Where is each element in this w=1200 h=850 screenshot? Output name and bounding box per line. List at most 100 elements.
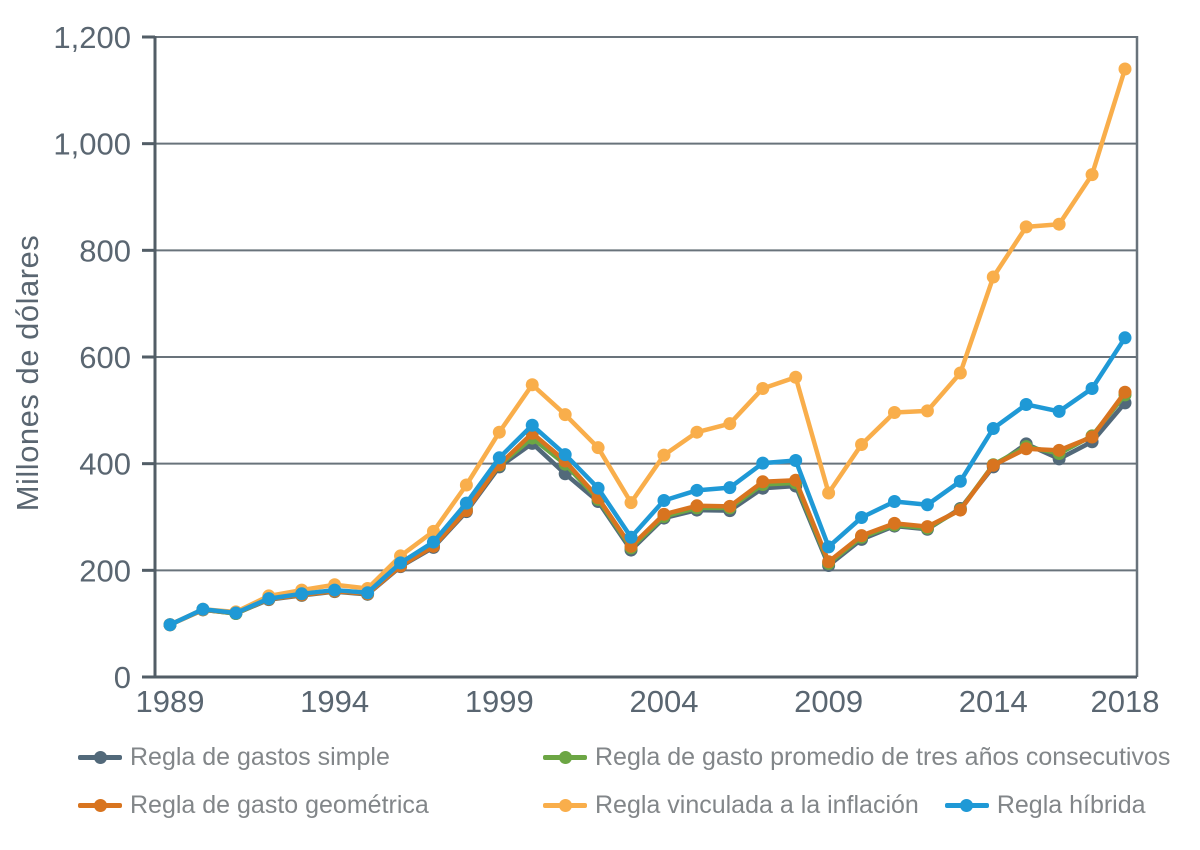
data-point-hibrida-1991 <box>229 606 243 620</box>
data-point-gasto-geometrica-2014 <box>986 458 1000 472</box>
data-point-vinculada-inflacion-2008 <box>789 370 803 384</box>
data-point-vinculada-inflacion-2010 <box>855 437 869 451</box>
legend-marker-icon <box>78 797 122 813</box>
y-tick-label-1200: 1,200 <box>53 20 131 55</box>
chart-legend: Regla de gastos simple Regla de gasto pr… <box>78 733 1188 829</box>
data-point-hibrida-1997 <box>426 535 440 549</box>
data-point-gasto-geometrica-2012 <box>920 520 934 534</box>
y-tick-label-800: 800 <box>79 233 131 268</box>
data-point-hibrida-2017 <box>1085 381 1099 395</box>
legend-label-hibrida: Regla híbrida <box>996 790 1146 819</box>
data-point-gasto-geometrica-2015 <box>1019 442 1033 456</box>
series-points-vinculada-inflacion <box>163 62 1132 632</box>
data-point-vinculada-inflacion-2006 <box>723 417 737 431</box>
series-line-vinculada-inflacion <box>167 66 1128 627</box>
x-tick-label-2009: 2009 <box>794 684 863 718</box>
legend-item-gasto-geometrica: Regla de gasto geométrica <box>78 791 543 820</box>
x-tick-label-2004: 2004 <box>629 684 698 718</box>
series-points-hibrida <box>163 331 1132 632</box>
legend-item-gastos-simple: Regla de gastos simple <box>78 743 543 772</box>
x-tick-label-1989: 1989 <box>136 684 205 718</box>
legend-marker-icon <box>78 749 122 765</box>
data-point-gasto-geometrica-2018 <box>1118 385 1132 399</box>
data-point-gasto-geometrica-2003 <box>624 539 638 553</box>
data-point-vinculada-inflacion-1997 <box>426 524 440 538</box>
data-point-hibrida-2009 <box>822 540 836 554</box>
data-point-hibrida-2004 <box>657 493 671 507</box>
data-point-hibrida-2014 <box>986 421 1000 435</box>
data-point-vinculada-inflacion-2014 <box>986 270 1000 284</box>
data-point-hibrida-2001 <box>558 448 572 462</box>
data-point-hibrida-2016 <box>1052 404 1066 418</box>
data-point-hibrida-2005 <box>690 483 704 497</box>
data-point-vinculada-inflacion-2015 <box>1019 220 1033 234</box>
legend-marker-icon <box>543 797 587 813</box>
x-tick-label-1999: 1999 <box>465 684 534 718</box>
legend-row-1: Regla de gastos simple Regla de gasto pr… <box>78 733 1188 781</box>
legend-item-promedio-tres-anos: Regla de gasto promedio de tres años con… <box>543 743 1170 772</box>
data-point-gasto-geometrica-2011 <box>887 516 901 530</box>
data-point-vinculada-inflacion-2004 <box>657 448 671 462</box>
data-point-vinculada-inflacion-2009 <box>822 486 836 500</box>
data-point-vinculada-inflacion-2017 <box>1085 168 1099 182</box>
line-chart: 0 200 400 600 800 1,000 1,200 1989 1994 1999 2004 2… <box>53 20 1160 718</box>
data-point-gasto-geometrica-2009 <box>822 555 836 569</box>
y-tick-label-1000: 1,000 <box>53 127 131 162</box>
legend-item-vinculada-inflacion: Regla vinculada a la inflación <box>543 791 919 820</box>
data-point-hibrida-2008 <box>789 453 803 467</box>
data-point-gasto-geometrica-2013 <box>953 503 967 517</box>
data-point-vinculada-inflacion-1998 <box>459 478 473 492</box>
data-point-hibrida-1993 <box>295 587 309 601</box>
data-point-hibrida-2011 <box>887 495 901 509</box>
data-point-hibrida-1995 <box>361 586 375 600</box>
data-point-gasto-geometrica-2010 <box>855 529 869 543</box>
data-point-hibrida-1996 <box>394 556 408 570</box>
data-point-vinculada-inflacion-1999 <box>492 425 506 439</box>
data-point-hibrida-2015 <box>1019 397 1033 411</box>
x-tick-label-2014: 2014 <box>959 684 1028 718</box>
data-point-vinculada-inflacion-2000 <box>525 378 539 392</box>
data-point-gasto-geometrica-2004 <box>657 507 671 521</box>
data-point-vinculada-inflacion-2002 <box>591 441 605 455</box>
legend-label-promedio-tres-anos: Regla de gasto promedio de tres años con… <box>595 742 1171 771</box>
data-point-hibrida-2007 <box>756 456 770 470</box>
data-point-hibrida-2018 <box>1118 331 1132 345</box>
data-point-gasto-geometrica-2008 <box>789 473 803 487</box>
data-point-vinculada-inflacion-2005 <box>690 425 704 439</box>
data-point-hibrida-2006 <box>723 481 737 495</box>
data-point-hibrida-1998 <box>459 496 473 510</box>
data-point-vinculada-inflacion-2016 <box>1052 217 1066 231</box>
legend-marker-icon <box>543 749 587 765</box>
data-point-vinculada-inflacion-2012 <box>920 404 934 418</box>
x-tick-label-1994: 1994 <box>300 684 369 718</box>
y-tick-label-200: 200 <box>79 553 131 588</box>
legend-label-gastos-simple: Regla de gastos simple <box>130 742 390 771</box>
x-tick-label-2018: 2018 <box>1091 684 1160 718</box>
data-point-vinculada-inflacion-2001 <box>558 408 572 422</box>
data-point-vinculada-inflacion-2011 <box>887 405 901 419</box>
data-point-vinculada-inflacion-2013 <box>953 366 967 380</box>
data-point-vinculada-inflacion-2007 <box>756 381 770 395</box>
y-tick-label-600: 600 <box>79 340 131 375</box>
data-point-vinculada-inflacion-2018 <box>1118 62 1132 76</box>
data-point-hibrida-2013 <box>953 474 967 488</box>
data-point-hibrida-1999 <box>492 451 506 465</box>
data-point-hibrida-1990 <box>196 602 210 616</box>
legend-label-gasto-geometrica: Regla de gasto geométrica <box>130 790 429 819</box>
data-point-hibrida-2012 <box>920 498 934 512</box>
data-point-vinculada-inflacion-2003 <box>624 496 638 510</box>
data-point-gasto-geometrica-2017 <box>1085 430 1099 444</box>
legend-row-2: Regla de gasto geométrica Regla vinculad… <box>78 781 1188 829</box>
data-point-hibrida-1992 <box>262 592 276 606</box>
legend-label-vinculada-inflacion: Regla vinculada a la inflación <box>595 790 919 819</box>
data-point-hibrida-2000 <box>525 418 539 432</box>
legend-item-hibrida: Regla híbrida <box>944 790 1146 820</box>
data-point-hibrida-1994 <box>328 583 342 597</box>
data-point-hibrida-1989 <box>163 618 177 632</box>
data-point-gasto-geometrica-2005 <box>690 499 704 513</box>
data-point-hibrida-2002 <box>591 481 605 495</box>
data-point-hibrida-2003 <box>624 530 638 544</box>
data-point-gasto-geometrica-2007 <box>756 475 770 489</box>
y-tick-label-0: 0 <box>114 660 131 695</box>
